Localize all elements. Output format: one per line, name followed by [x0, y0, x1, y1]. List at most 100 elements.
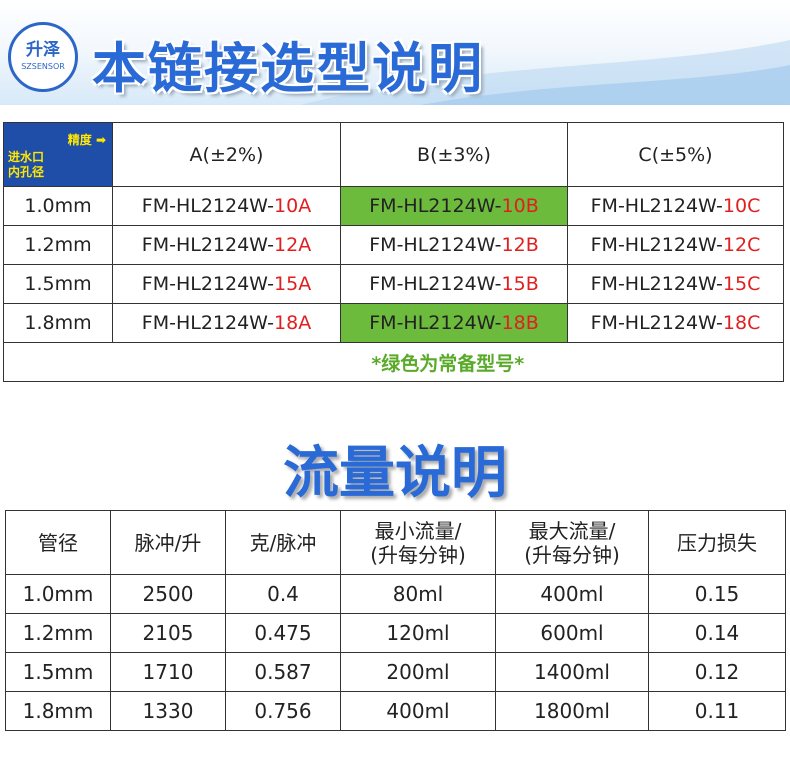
header-row: 精度 ➡ 进水口 内孔径 A(±2%) B(±3%) C(±5%) [3, 122, 784, 187]
model-base: FM-HL2124W- [590, 234, 723, 256]
cell: 200ml [340, 652, 496, 692]
model-base: FM-HL2124W- [590, 195, 723, 217]
data-row: 1.8mm 1330 0.756 400ml 1800ml 0.11 [5, 691, 786, 731]
cell: 1.8mm [5, 691, 111, 731]
data-row: 1.2mm 2105 0.475 120ml 600ml 0.14 [5, 613, 786, 653]
cell: 0.11 [648, 691, 786, 731]
banner: 升泽 SZSENSOR 本链接选型说明 [0, 0, 790, 105]
data-row: 1.0mm 2500 0.4 80ml 400ml 0.15 [5, 574, 786, 614]
model-code: 18C [722, 312, 761, 334]
flow-title: 流量说明 [283, 441, 507, 506]
model-cell: FM-HL2124W-18A [112, 303, 341, 343]
model-cell: FM-HL2124W-10B [340, 186, 568, 226]
column-header: B(±3%) [340, 122, 568, 187]
cell: 1800ml [495, 691, 649, 731]
model-cell: FM-HL2124W-12B [340, 225, 568, 265]
model-cell: FM-HL2124W-15C [567, 264, 784, 304]
cell: 0.15 [648, 574, 786, 614]
cell: 400ml [340, 691, 496, 731]
model-base: FM-HL2124W- [141, 195, 275, 217]
model-base: FM-HL2124W- [369, 273, 502, 295]
corner-cell: 精度 ➡ 进水口 内孔径 [3, 122, 113, 187]
column-header: 克/脉冲 [225, 510, 341, 575]
model-code: 10C [722, 195, 761, 217]
model-row: 1.8mm FM-HL2124W-18A FM-HL2124W-18B FM-HL21… [3, 303, 784, 343]
model-base: FM-HL2124W- [369, 312, 502, 334]
model-code: 10A [274, 195, 312, 217]
cell: 0.12 [648, 652, 786, 692]
model-code: 10B [501, 195, 539, 217]
logo-name: 升泽 [26, 40, 60, 60]
model-code: 15B [501, 273, 539, 295]
banner-swoosh [300, 40, 790, 105]
model-cell: FM-HL2124W-10C [567, 186, 784, 226]
model-base: FM-HL2124W- [141, 273, 275, 295]
corner-line: 内孔径 [8, 165, 45, 179]
model-cell: FM-HL2124W-10A [112, 186, 341, 226]
model-base: FM-HL2124W- [141, 312, 275, 334]
cell: 0.587 [225, 652, 341, 692]
cell: 2105 [110, 613, 226, 653]
header-line: 脉冲/升 [134, 530, 202, 555]
data-row: 1.5mm 1710 0.587 200ml 1400ml 0.12 [5, 652, 786, 692]
cell: 600ml [495, 613, 649, 653]
model-base: FM-HL2124W- [369, 195, 502, 217]
cell: 1.2mm [5, 613, 111, 653]
size-cell: 1.0mm [3, 186, 113, 226]
model-base: FM-HL2124W- [369, 234, 502, 256]
cell: 0.4 [225, 574, 341, 614]
cell: 1.0mm [5, 574, 111, 614]
model-cell: FM-HL2124W-18B [340, 303, 568, 343]
model-cell: FM-HL2124W-15A [112, 264, 341, 304]
column-header: 最小流量/(升每分钟) [340, 510, 496, 575]
empty-cell [3, 342, 113, 382]
size-cell: 1.2mm [3, 225, 113, 265]
header-line: (升每分钟) [370, 542, 466, 567]
header-line: 压力损失 [677, 530, 757, 555]
column-header: A(±2%) [112, 122, 341, 187]
corner-top: 精度 ➡ [67, 133, 106, 147]
header-line: 最大流量/ [528, 518, 616, 543]
model-base: FM-HL2124W- [590, 312, 723, 334]
cell: 1400ml [495, 652, 649, 692]
size-cell: 1.5mm [3, 264, 113, 304]
model-code: 18A [274, 312, 312, 334]
cell: 80ml [340, 574, 496, 614]
model-code: 15C [722, 273, 761, 295]
corner-line: 进水口 [8, 150, 45, 164]
model-row: 1.0mm FM-HL2124W-10A FM-HL2124W-10B FM-HL21… [3, 186, 784, 226]
cell: 120ml [340, 613, 496, 653]
header-row: 管径 脉冲/升 克/脉冲 最小流量/(升每分钟) 最大流量/(升每分钟) 压力损失 [5, 510, 786, 575]
model-cell: FM-HL2124W-12A [112, 225, 341, 265]
header-line: 管径 [38, 530, 78, 555]
column-header: 最大流量/(升每分钟) [495, 510, 649, 575]
column-header: 脉冲/升 [110, 510, 226, 575]
model-code: 12B [501, 234, 539, 256]
header-line: 最小流量/ [374, 518, 462, 543]
model-code: 12C [722, 234, 761, 256]
model-cell: FM-HL2124W-18C [567, 303, 784, 343]
cell: 0.756 [225, 691, 341, 731]
model-cell: FM-HL2124W-12C [567, 225, 784, 265]
note-row: *绿色为常备型号* [3, 342, 784, 382]
column-header: 管径 [5, 510, 111, 575]
header-line: 克/脉冲 [249, 530, 317, 555]
model-row: 1.2mm FM-HL2124W-12A FM-HL2124W-12B FM-HL21… [3, 225, 784, 265]
column-header: 压力损失 [648, 510, 786, 575]
cell: 1710 [110, 652, 226, 692]
model-base: FM-HL2124W- [141, 234, 275, 256]
size-cell: 1.8mm [3, 303, 113, 343]
model-code: 18B [501, 312, 539, 334]
model-code: 15A [274, 273, 312, 295]
model-row: 1.5mm FM-HL2124W-15A FM-HL2124W-15B FM-HL21… [3, 264, 784, 304]
cell: 1330 [110, 691, 226, 731]
flow-table: 管径 脉冲/升 克/脉冲 最小流量/(升每分钟) 最大流量/(升每分钟) 压力损失 1.0m… [5, 510, 786, 731]
cell: 0.14 [648, 613, 786, 653]
model-cell: FM-HL2124W-15B [340, 264, 568, 304]
model-code: 12A [274, 234, 312, 256]
corner-bottom: 进水口 内孔径 [8, 150, 44, 180]
logo: 升泽 SZSENSOR [8, 22, 78, 92]
cell: 1.5mm [5, 652, 111, 692]
model-base: FM-HL2124W- [590, 273, 723, 295]
